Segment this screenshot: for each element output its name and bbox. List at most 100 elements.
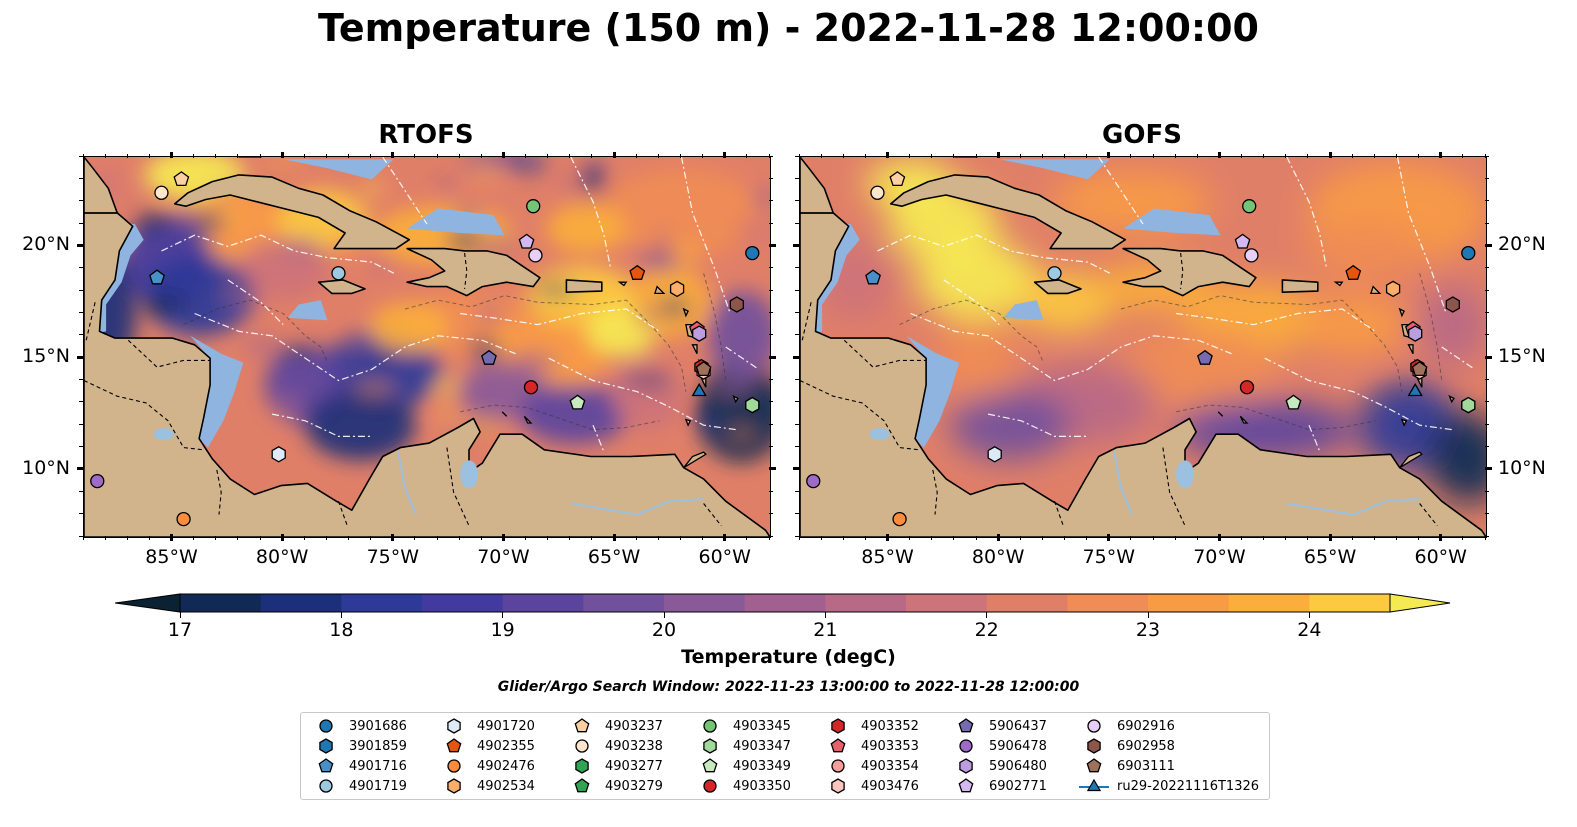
tick-mark xyxy=(795,423,799,425)
tick-mark xyxy=(79,423,83,425)
tick-mark xyxy=(1108,154,1110,158)
tick-mark xyxy=(769,513,773,515)
eez-boundary xyxy=(194,312,516,382)
tick-mark xyxy=(79,289,83,291)
legend-symbol xyxy=(447,718,461,734)
island-land xyxy=(1239,415,1249,424)
tick-mark xyxy=(1130,536,1132,540)
depth-contour xyxy=(703,273,727,381)
tick-mark xyxy=(79,155,83,157)
colorbar-segment xyxy=(986,594,1068,612)
eez-boundary xyxy=(1308,424,1321,453)
tick-mark xyxy=(864,536,866,540)
tick-mark xyxy=(1418,154,1420,158)
legend-item: 4903237 xyxy=(565,716,663,736)
tick-mark xyxy=(502,536,504,540)
colorbar-tick-label: 17 xyxy=(167,619,193,641)
tick-mark xyxy=(1218,536,1220,540)
tick-mark xyxy=(82,154,84,158)
legend-item: 4903349 xyxy=(693,756,791,776)
legend-marker xyxy=(959,739,973,753)
axis-tick-label: 10°N xyxy=(22,456,70,479)
axis-tick-label: 60°W xyxy=(698,546,751,568)
tick-mark xyxy=(148,536,150,540)
colorbar-tick xyxy=(663,612,665,618)
colorbar-tick xyxy=(179,612,181,618)
lake xyxy=(460,460,479,489)
tick-mark xyxy=(104,536,106,540)
tick-mark xyxy=(887,536,889,540)
float-marker-5906480 xyxy=(692,325,707,342)
legend-label: 4902534 xyxy=(477,778,535,794)
island-land xyxy=(1333,281,1344,287)
tick-mark xyxy=(795,267,799,269)
yucatan-land xyxy=(800,157,835,214)
legend-label: 6903111 xyxy=(1117,758,1175,774)
tick-mark xyxy=(1041,154,1043,158)
island-land xyxy=(1399,451,1423,469)
tick-mark xyxy=(769,267,773,269)
legend-label: 3901859 xyxy=(349,738,407,754)
tick-mark xyxy=(480,154,482,158)
float-marker-4901716 xyxy=(149,269,165,285)
tick-mark xyxy=(458,154,460,158)
legend-symbol xyxy=(318,758,334,773)
island-land xyxy=(1217,411,1224,417)
tick-mark xyxy=(281,154,283,158)
eez-boundary xyxy=(460,308,660,332)
tick-mark xyxy=(769,379,773,381)
tick-mark xyxy=(1485,200,1489,202)
legend-symbol xyxy=(1087,738,1101,754)
legend-marker xyxy=(574,778,590,793)
tick-mark xyxy=(795,513,799,515)
colorbar-segment xyxy=(906,594,988,612)
legend-item: 4903277 xyxy=(565,756,663,776)
tick-mark xyxy=(769,243,776,247)
tick-mark xyxy=(77,243,84,247)
tick-mark xyxy=(1485,490,1489,492)
legend-marker xyxy=(318,758,334,773)
legend-label: 4903352 xyxy=(861,718,919,734)
colorbar xyxy=(115,593,1451,613)
tick-mark xyxy=(79,490,83,492)
legend-marker xyxy=(447,778,461,794)
tick-mark xyxy=(370,536,372,540)
depth-contour xyxy=(899,299,1044,363)
tick-mark xyxy=(793,355,800,359)
legend-marker xyxy=(575,739,589,753)
tick-mark xyxy=(953,154,955,158)
tick-mark xyxy=(1174,154,1176,158)
tick-mark xyxy=(1395,154,1397,158)
eez-boundary xyxy=(592,424,605,453)
axis-tick-label: 15°N xyxy=(1498,345,1546,368)
tick-mark xyxy=(1373,536,1375,540)
legend-item: 4901720 xyxy=(437,716,535,736)
legend-marker xyxy=(703,719,717,733)
float-marker-6902958 xyxy=(1445,296,1460,313)
legend-symbol xyxy=(446,738,462,753)
legend-item: 4903476 xyxy=(821,776,919,796)
panel-title-rtofs: RTOFS xyxy=(378,120,474,150)
tick-mark xyxy=(370,154,372,158)
legend-label: 4901716 xyxy=(349,758,407,774)
legend-label: 6902771 xyxy=(989,778,1047,794)
tick-mark xyxy=(215,154,217,158)
island-land xyxy=(1407,344,1414,354)
legend-label: ru29-20221116T1326 xyxy=(1117,778,1260,794)
legend-label: 4903347 xyxy=(733,738,791,754)
tick-mark xyxy=(77,355,84,359)
float-marker-4903238 xyxy=(154,185,169,200)
tick-mark xyxy=(769,467,776,471)
country-border xyxy=(1053,501,1064,526)
tick-mark xyxy=(975,536,977,540)
puerto-rico-land xyxy=(1281,279,1319,293)
legend-symbol xyxy=(447,778,461,794)
country-border xyxy=(1419,503,1438,527)
tick-mark xyxy=(569,536,571,540)
tick-mark xyxy=(436,536,438,540)
tick-mark xyxy=(547,154,549,158)
legend-label: 5906480 xyxy=(989,758,1047,774)
tick-mark xyxy=(525,154,527,158)
tick-mark xyxy=(1041,536,1043,540)
legend-label: 6902916 xyxy=(1117,718,1175,734)
